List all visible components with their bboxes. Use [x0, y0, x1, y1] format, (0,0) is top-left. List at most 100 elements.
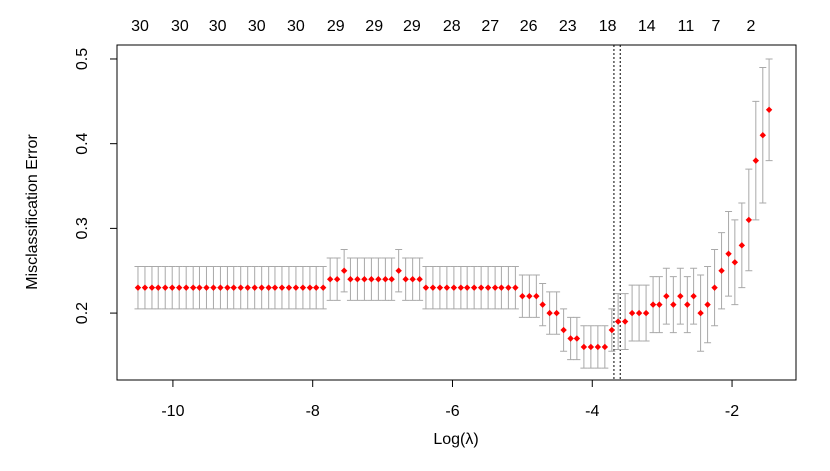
point: [375, 276, 382, 283]
point: [738, 242, 746, 249]
point: [457, 284, 465, 291]
point: [251, 284, 258, 291]
point: [176, 284, 183, 291]
point: [759, 132, 767, 139]
point: [354, 276, 361, 283]
point: [395, 267, 402, 274]
point: [148, 284, 156, 291]
point: [402, 276, 409, 283]
point: [580, 343, 588, 351]
point: [347, 276, 354, 283]
point: [285, 284, 293, 291]
point: [731, 259, 739, 266]
point: [621, 318, 629, 325]
point: [189, 284, 197, 291]
top-label: 14: [638, 18, 656, 35]
point: [470, 284, 478, 291]
x-tick-label: -8: [306, 403, 320, 420]
top-label: 23: [559, 18, 577, 35]
point: [340, 267, 348, 274]
point: [752, 157, 760, 164]
top-label: 11: [678, 18, 695, 35]
x-tick-label: -2: [725, 403, 739, 420]
point: [539, 301, 546, 308]
point: [306, 284, 314, 291]
point: [601, 343, 609, 351]
point: [182, 284, 190, 291]
point: [271, 284, 279, 291]
point: [656, 301, 663, 308]
point: [491, 284, 499, 291]
point: [546, 309, 553, 317]
point: [663, 292, 670, 300]
point: [745, 216, 753, 224]
x-tick-label: -10: [161, 403, 184, 420]
point: [217, 284, 224, 291]
point: [463, 284, 471, 291]
point: [203, 284, 210, 291]
y-tick-label: 0.5: [74, 48, 91, 70]
point: [237, 284, 244, 291]
point: [670, 301, 677, 308]
point: [210, 284, 217, 291]
point: [450, 284, 458, 291]
point: [169, 284, 176, 291]
point: [278, 284, 286, 291]
top-label: 30: [171, 18, 189, 35]
point: [155, 284, 162, 291]
x-axis-label: Log(λ): [433, 431, 478, 448]
point: [725, 250, 732, 257]
x-tick-label: -4: [585, 403, 599, 420]
point: [628, 309, 636, 317]
point: [368, 276, 375, 283]
top-label: 28: [443, 18, 461, 35]
point: [718, 267, 725, 274]
point: [567, 335, 574, 342]
y-axis-label: Misclassification Error: [24, 134, 41, 290]
point: [677, 292, 684, 300]
point: [526, 292, 533, 300]
point: [765, 106, 773, 113]
top-label: 2: [746, 18, 755, 35]
point: [141, 284, 149, 291]
point: [382, 276, 389, 283]
point: [704, 301, 711, 308]
point: [512, 284, 519, 291]
point: [608, 326, 616, 334]
point: [326, 276, 334, 283]
point: [292, 284, 300, 291]
top-label: 7: [712, 18, 721, 35]
top-label: 26: [520, 18, 538, 35]
point: [484, 284, 492, 291]
point: [436, 284, 444, 291]
point: [477, 284, 485, 291]
point: [553, 309, 560, 317]
point: [265, 284, 272, 291]
point: [560, 326, 567, 334]
top-label: 27: [481, 18, 499, 35]
point: [416, 276, 423, 283]
top-label: 30: [287, 18, 305, 35]
point: [333, 276, 341, 283]
top-label: 18: [599, 18, 617, 35]
point: [642, 309, 650, 317]
point: [573, 335, 581, 342]
point: [498, 284, 505, 291]
point: [690, 292, 697, 300]
top-label: 29: [403, 18, 421, 35]
point: [711, 284, 718, 291]
top-label: 30: [248, 18, 266, 35]
top-label: 30: [209, 18, 227, 35]
point: [312, 284, 320, 291]
y-tick-label: 0.4: [74, 132, 91, 154]
point: [684, 301, 691, 308]
point: [361, 276, 368, 283]
point: [422, 284, 430, 291]
point: [244, 284, 251, 291]
point: [649, 301, 657, 308]
top-label: 30: [131, 18, 149, 35]
y-tick-label: 0.2: [74, 302, 91, 324]
point: [319, 284, 327, 291]
